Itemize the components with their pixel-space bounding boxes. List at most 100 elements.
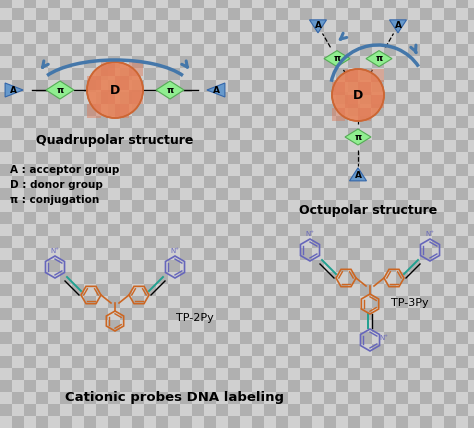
Bar: [12, 404, 24, 416]
Bar: [240, 164, 252, 176]
Bar: [252, 392, 264, 404]
Bar: [420, 284, 432, 296]
Bar: [456, 0, 468, 8]
Bar: [132, 20, 144, 32]
Bar: [144, 248, 156, 260]
Bar: [168, 104, 180, 116]
Bar: [24, 188, 36, 200]
Bar: [444, 212, 456, 224]
Bar: [324, 344, 336, 356]
Bar: [288, 284, 300, 296]
Bar: [96, 212, 108, 224]
Bar: [96, 56, 108, 68]
Bar: [468, 68, 474, 80]
Bar: [240, 152, 252, 164]
Bar: [336, 80, 348, 92]
Bar: [132, 212, 144, 224]
Bar: [36, 56, 48, 68]
Bar: [384, 248, 396, 260]
Bar: [444, 380, 456, 392]
Polygon shape: [310, 20, 327, 33]
Bar: [216, 356, 228, 368]
Bar: [72, 176, 84, 188]
Bar: [420, 0, 432, 8]
Bar: [360, 368, 372, 380]
Bar: [408, 44, 420, 56]
Bar: [168, 164, 180, 176]
Bar: [468, 128, 474, 140]
Bar: [252, 224, 264, 236]
Bar: [120, 200, 132, 212]
Bar: [168, 80, 180, 92]
Bar: [180, 260, 192, 272]
Bar: [108, 8, 120, 20]
Bar: [384, 164, 396, 176]
Bar: [180, 356, 192, 368]
Text: π: π: [355, 133, 362, 142]
Bar: [84, 44, 96, 56]
Bar: [132, 368, 144, 380]
Bar: [420, 236, 432, 248]
Bar: [420, 80, 432, 92]
Bar: [384, 344, 396, 356]
Bar: [276, 212, 288, 224]
Bar: [12, 344, 24, 356]
Bar: [312, 368, 324, 380]
Bar: [324, 116, 336, 128]
Bar: [84, 368, 96, 380]
Bar: [408, 80, 420, 92]
Bar: [0, 164, 12, 176]
Bar: [396, 308, 408, 320]
Bar: [372, 236, 384, 248]
Bar: [408, 344, 420, 356]
Bar: [24, 164, 36, 176]
Bar: [420, 56, 432, 68]
Bar: [168, 116, 180, 128]
Bar: [84, 128, 96, 140]
Bar: [276, 284, 288, 296]
Bar: [252, 8, 264, 20]
Bar: [144, 44, 156, 56]
Bar: [444, 404, 456, 416]
Bar: [288, 416, 300, 428]
Bar: [348, 32, 360, 44]
Bar: [324, 380, 336, 392]
Bar: [408, 0, 420, 8]
Bar: [324, 272, 336, 284]
Bar: [180, 224, 192, 236]
Bar: [168, 392, 180, 404]
Bar: [36, 140, 48, 152]
Bar: [300, 284, 312, 296]
Bar: [420, 116, 432, 128]
Bar: [72, 68, 84, 80]
Bar: [456, 236, 468, 248]
Bar: [444, 308, 456, 320]
Bar: [228, 344, 240, 356]
Bar: [468, 32, 474, 44]
Bar: [324, 248, 336, 260]
Bar: [312, 224, 324, 236]
Bar: [108, 260, 120, 272]
Bar: [396, 260, 408, 272]
Bar: [240, 404, 252, 416]
Bar: [288, 104, 300, 116]
Bar: [228, 176, 240, 188]
Bar: [384, 44, 396, 56]
Bar: [115, 104, 129, 118]
Bar: [84, 224, 96, 236]
Bar: [120, 176, 132, 188]
Bar: [468, 380, 474, 392]
Bar: [288, 380, 300, 392]
Bar: [192, 356, 204, 368]
Bar: [228, 80, 240, 92]
Bar: [456, 404, 468, 416]
Bar: [444, 0, 456, 8]
Bar: [24, 356, 36, 368]
Bar: [372, 68, 384, 80]
Bar: [468, 92, 474, 104]
Bar: [252, 80, 264, 92]
Bar: [60, 236, 72, 248]
Bar: [72, 404, 84, 416]
Bar: [408, 32, 420, 44]
Bar: [156, 56, 168, 68]
